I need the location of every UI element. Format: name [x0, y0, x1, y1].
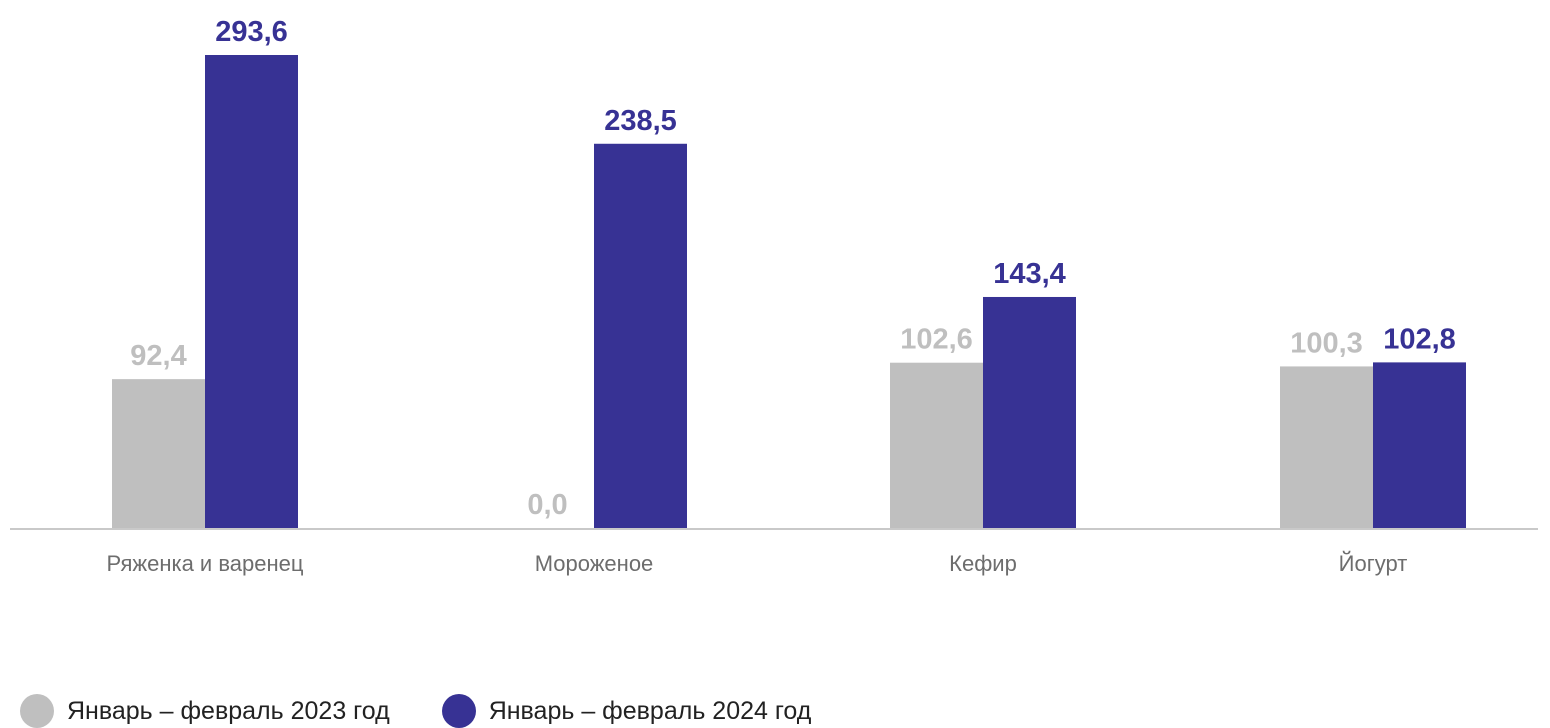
- data-label-2023-1: 0,0: [527, 489, 567, 521]
- data-label-2023-0: 92,4: [130, 340, 186, 372]
- bar-chart: 92,4 293,6 Ряженка и варенец 0,0 238,5 Мороже…: [10, 16, 1538, 576]
- data-label-2024-2: 143,4: [993, 258, 1066, 290]
- bar-2024-1: [594, 143, 687, 528]
- legend-swatch-2023: [20, 694, 54, 728]
- bar-2024-2: [983, 296, 1076, 528]
- data-label-2024-1: 238,5: [604, 105, 677, 137]
- bar-2023-3: [1280, 366, 1373, 528]
- bar-2023-2: [890, 362, 983, 528]
- category-label-2: Кефир: [949, 551, 1017, 576]
- legend-item-2024: Январь – февраль 2024 год: [441, 694, 812, 728]
- bar-2024-0: [205, 55, 298, 528]
- legend-label-2024: Январь – февраль 2024 год: [488, 696, 812, 725]
- data-label-2023-3: 100,3: [1290, 327, 1363, 359]
- category-label-1: Мороженое: [535, 551, 654, 576]
- category-label-3: Йогурт: [1339, 551, 1408, 576]
- legend-item-2023: Январь – февраль 2023 год: [20, 694, 390, 728]
- chart-legend: Январь – февраль 2023 год Январь – февра…: [20, 694, 863, 728]
- data-label-2023-2: 102,6: [900, 324, 973, 356]
- legend-swatch-2024: [441, 694, 476, 728]
- legend-label-2023: Январь – февраль 2023 год: [67, 696, 390, 725]
- category-label-0: Ряженка и варенец: [107, 551, 304, 576]
- bar-2023-0: [112, 379, 205, 528]
- data-label-2024-3: 102,8: [1383, 323, 1456, 355]
- data-label-2024-0: 293,6: [215, 16, 288, 48]
- bar-2024-3: [1373, 362, 1466, 528]
